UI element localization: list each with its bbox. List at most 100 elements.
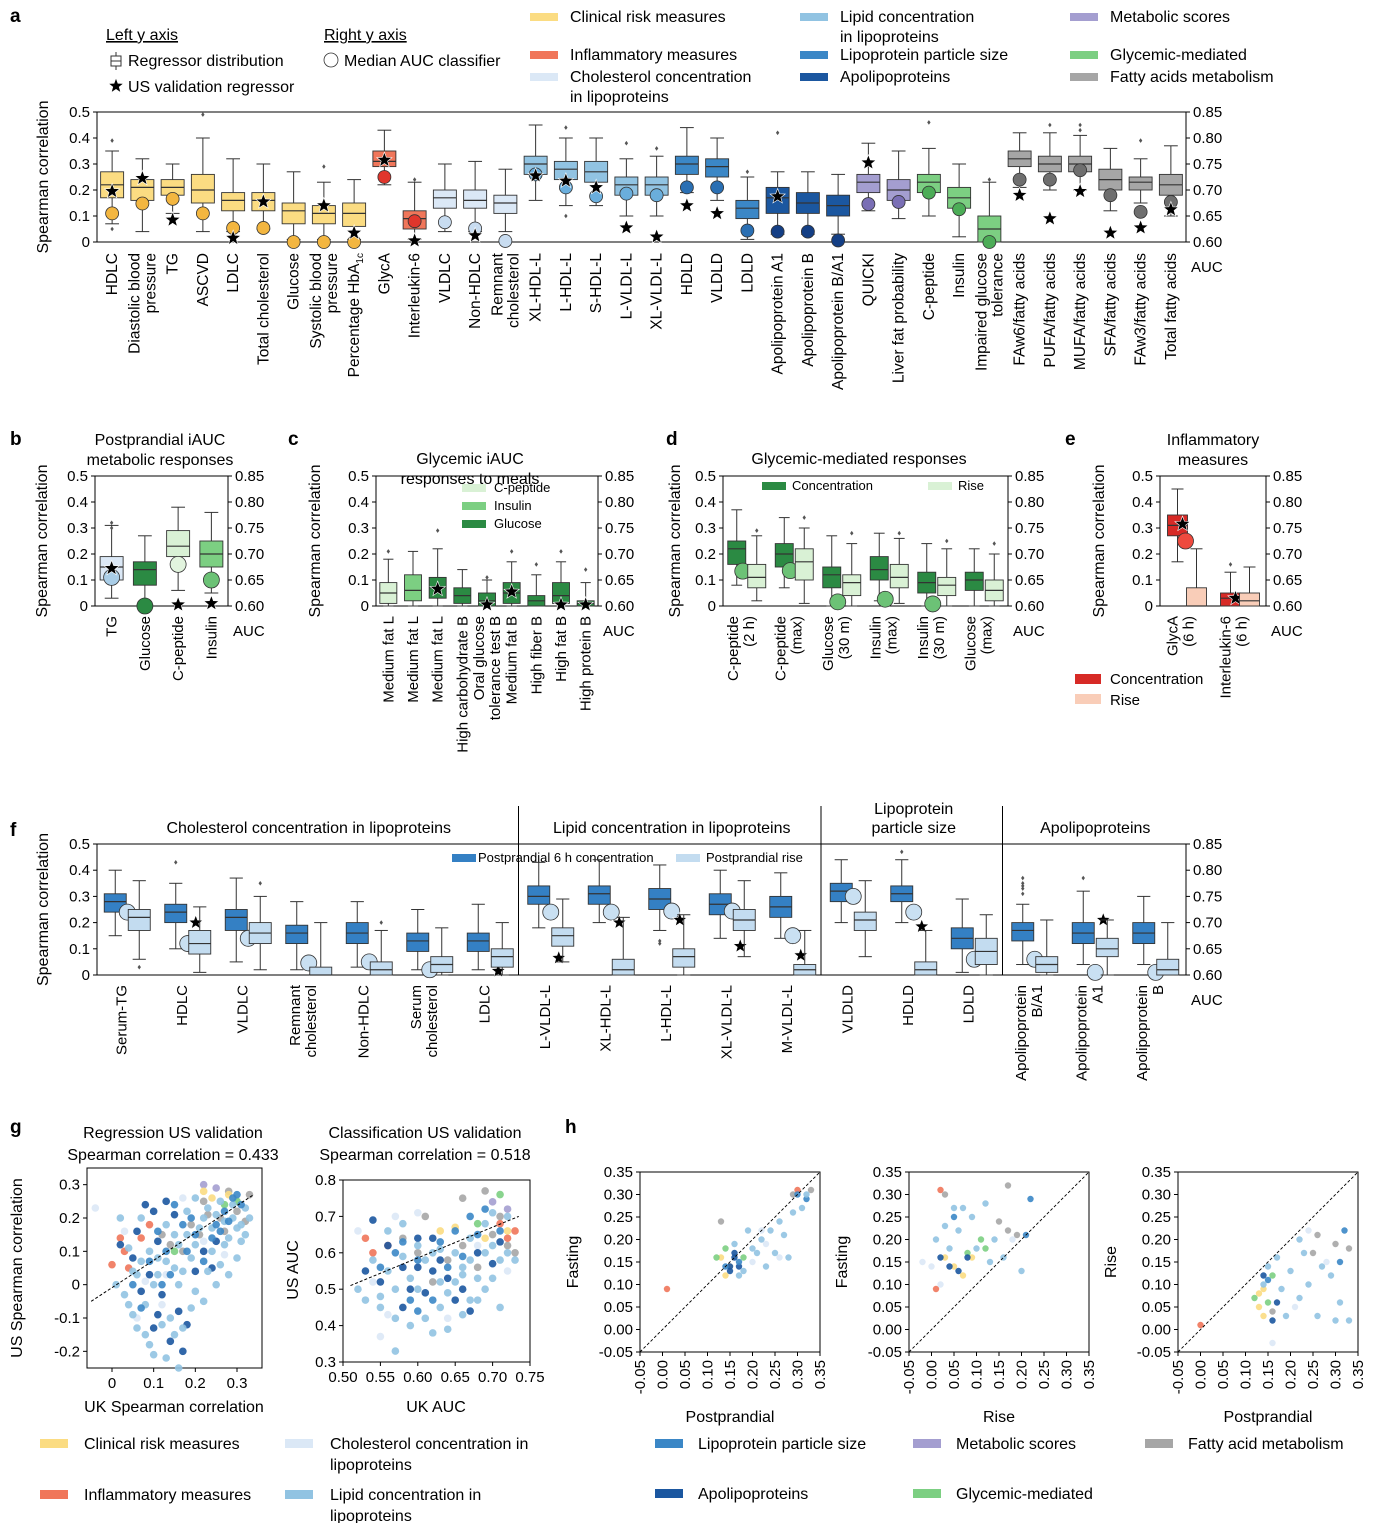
x-tick-label: 0.00 [924,1360,941,1389]
category-0: Serum-TG [103,869,151,1055]
flier-marker [927,120,931,125]
legend-swatch-lipid_conc [800,13,828,21]
scatter-point [361,1296,370,1304]
scatter-point [986,1258,994,1266]
category-label: LDLD [739,253,756,293]
category-8: XL-HDL-L [587,859,635,1052]
y-tick-label: 0.2 [59,1210,80,1227]
scatter-point [762,1240,770,1248]
scatter-point [458,1263,467,1272]
scatter-point [973,1245,980,1252]
category-label: HDLC [104,253,121,295]
box [309,966,333,976]
identity-line [1177,1171,1359,1353]
scatter-point [141,1277,150,1286]
box [869,556,889,581]
category-31: PUFA/fatty acids [1037,122,1062,368]
scatter-point [199,1297,208,1306]
category-3: Insulin (max) [867,530,909,659]
legend-swatch-metabolic [1070,13,1098,21]
scatter-point [1260,1312,1267,1320]
scatter-point [1260,1272,1267,1279]
y-tick-label: -0.2 [54,1343,80,1360]
star-marker [769,187,787,204]
category-label: Glucose [962,616,979,671]
left-tick-label: 0.5 [69,104,90,121]
x-tick-label: 0.35 [1350,1360,1367,1389]
scatter-point [162,1220,170,1229]
scatter-point [369,1278,377,1286]
category-label: Non-HDLC [355,985,372,1059]
y-tick-label: -0.05 [1137,1344,1171,1361]
category-label: cholesterol [424,985,441,1058]
category-label: L-HDL-L [658,985,675,1042]
category-label: XL-VLDL-L [649,253,666,330]
box [432,189,457,209]
legend-star-label: US validation regressor [128,79,295,96]
category-label: Medium fat L [405,616,422,703]
star-marker [375,151,393,168]
auc-circle-marker [347,235,362,249]
scatter-point [496,1238,504,1246]
scatter-point [1269,1317,1276,1324]
box [188,930,212,955]
box [1095,937,1119,958]
flier-marker [658,938,662,944]
scatter-point [216,1260,225,1269]
box [490,948,514,968]
category-1: Diastolic blood pressure [126,158,159,354]
left-tick-label: 0.3 [1132,520,1153,537]
scatter-point [224,1270,233,1279]
scatter-point [204,1267,212,1276]
y-tick-label: 0.3 [315,1354,336,1371]
legend-category-label: Lipoprotein particle size [840,47,1008,64]
star-marker [107,77,125,94]
category-label: Apolipoprotein B/A1 [830,253,847,390]
y-tick-label: 0.35 [1142,1164,1171,1181]
scatter-point [964,1254,971,1261]
category-30: FAw6/fatty acids [1007,132,1032,366]
flier-marker [1048,122,1052,128]
legend-swatch [913,1439,941,1448]
g-left-title: Regression US validation [83,1125,263,1142]
category-label: Interleukin-6 [1218,616,1235,699]
scatter-point [166,1270,175,1279]
x-tick-label: 0.2 [185,1375,206,1392]
star-marker [557,172,575,189]
scatter-point [1269,1339,1276,1347]
scatter-point [149,1350,158,1359]
category-label: C-peptide [170,616,187,681]
scatter-point [1004,1227,1012,1234]
right-tick-label: 0.80 [605,494,634,511]
scatter-point [991,1236,998,1243]
scatter-point [199,1214,208,1222]
scatter-point [120,1227,129,1236]
box [794,548,814,581]
left-tick-label: 0.4 [695,494,716,511]
category-label: L-HDL-L [558,253,575,312]
scatter-point [1273,1299,1281,1306]
category-14: LDLD [950,898,998,1023]
scatter-point [414,1241,422,1250]
y-tick-label: 0.00 [604,1322,633,1339]
scatter-point [208,1194,216,1202]
legend-category-label: Lipid concentration [840,9,974,26]
x-tick-label: 0.15 [991,1360,1008,1389]
auc-circle-marker [256,221,271,235]
left-tick-label: 0.2 [348,546,369,563]
y-tick-label: 0.20 [604,1232,633,1249]
star-marker [254,192,272,209]
scatter-point [968,1213,976,1221]
category-label: pressure [142,253,159,313]
scatter-point [1305,1227,1312,1234]
scatter-point [428,1296,437,1304]
star-marker [315,196,333,213]
scatter-point [762,1263,770,1270]
category-label: Serum [408,985,425,1029]
y-axis-label: Spearman correlation [307,465,324,618]
y-axis-label: Spearman correlation [35,101,52,254]
scatter-point [941,1254,949,1261]
legend-swatch [40,1490,68,1499]
category-27: C-peptide [916,120,941,320]
flier-marker [509,549,514,554]
